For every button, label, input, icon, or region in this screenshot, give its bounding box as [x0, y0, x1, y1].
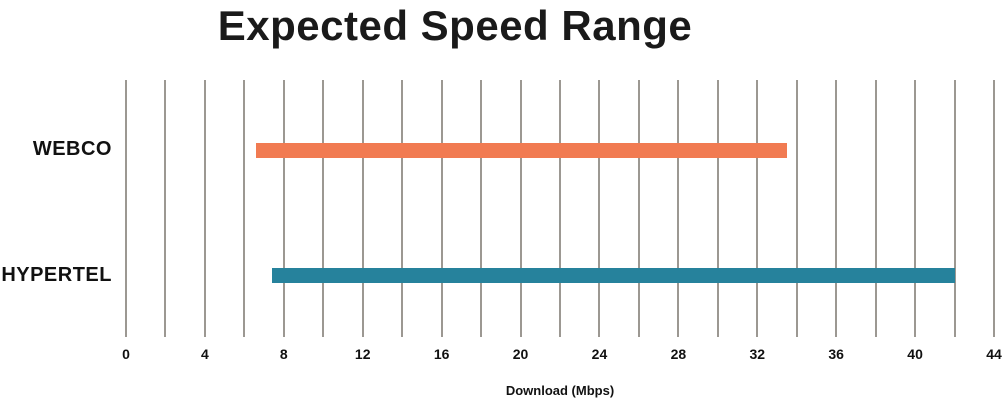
x-tick-label: 36: [828, 346, 844, 362]
gridline: [993, 80, 995, 337]
gridline: [835, 80, 838, 337]
gridline: [716, 80, 719, 337]
category-label-hypertel: HYPERTEL: [1, 263, 112, 286]
x-axis-label: Download (Mbps): [505, 383, 615, 398]
x-tick-label: 8: [279, 346, 288, 362]
chart-title: Expected Speed Range: [217, 2, 693, 49]
gridline: [874, 80, 877, 337]
gridline: [795, 80, 798, 337]
plot-area: [125, 80, 995, 337]
gridline: [125, 80, 127, 337]
gridline: [164, 80, 167, 337]
gridline: [637, 80, 640, 337]
gridline: [401, 80, 404, 337]
x-tick-label: 24: [591, 346, 608, 362]
gridline: [361, 80, 364, 337]
x-tick-label: 20: [512, 346, 529, 362]
gridline: [322, 80, 325, 337]
gridline: [677, 80, 680, 337]
bar-webco: [256, 142, 787, 158]
x-tick-label: 16: [433, 346, 450, 362]
gridline: [559, 80, 561, 337]
gridline: [598, 80, 601, 337]
gridline: [243, 80, 246, 337]
gridline: [953, 80, 956, 337]
gridline: [519, 80, 522, 337]
x-tick-label: 0: [122, 346, 130, 362]
x-tick-label: 44: [986, 346, 1002, 362]
x-tick-label: 4: [201, 346, 209, 362]
x-tick-label: 32: [749, 346, 766, 362]
x-tick-label: 28: [670, 346, 687, 362]
gridline: [480, 80, 483, 337]
gridline: [282, 80, 285, 337]
bar-hypertel: [271, 268, 955, 283]
gridline: [203, 80, 206, 337]
x-tick-label: 40: [907, 346, 923, 362]
gridline: [914, 80, 917, 337]
category-label-webco: WEBCO: [32, 138, 112, 160]
gridline: [440, 80, 443, 337]
gridline: [756, 80, 759, 337]
x-tick-label: 12: [354, 346, 371, 362]
